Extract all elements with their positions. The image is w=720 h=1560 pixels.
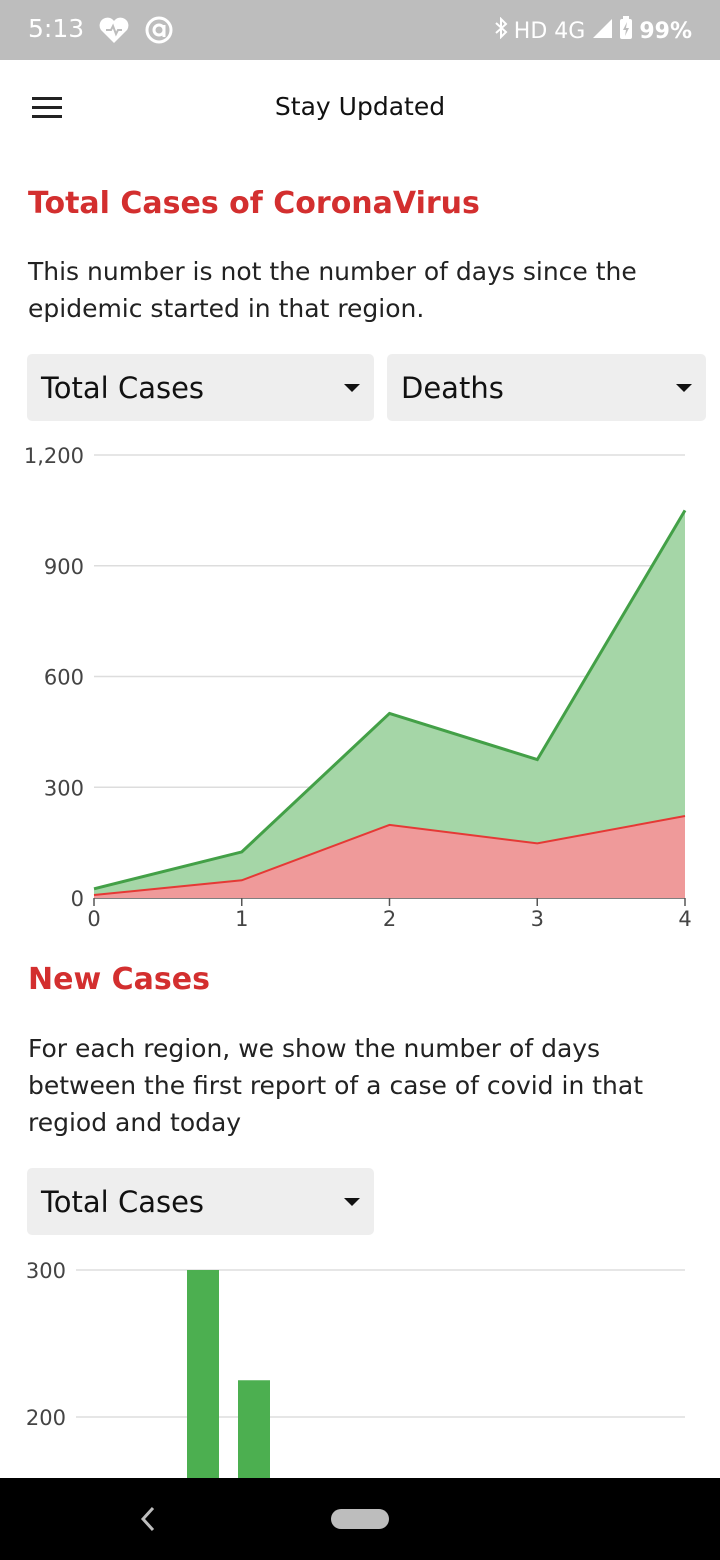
metric-dropdown-left[interactable]: Total Cases — [27, 354, 374, 421]
dropdown-value: Total Cases — [41, 1185, 204, 1219]
battery-icon — [619, 16, 633, 46]
dropdown-value: Total Cases — [41, 371, 204, 405]
page-title: Stay Updated — [0, 92, 720, 121]
y-tick-label: 1,200 — [24, 444, 84, 468]
bar — [187, 1270, 219, 1478]
bar — [238, 1380, 270, 1478]
caret-down-icon — [344, 1198, 360, 1206]
y-tick-label: 600 — [44, 666, 84, 690]
battery-percent: 99% — [639, 19, 692, 44]
caret-down-icon — [676, 384, 692, 392]
status-bar: 5:13 HD 4G 99% — [0, 0, 720, 60]
dropdown-value: Deaths — [401, 371, 504, 405]
x-tick-label: 4 — [678, 907, 691, 931]
total-cases-heading: Total Cases of CoronaVirus — [28, 186, 480, 221]
signal-icon — [591, 17, 613, 45]
x-tick-label: 1 — [235, 907, 248, 931]
y-tick-label: 300 — [44, 776, 84, 800]
app-bar: Stay Updated — [0, 60, 720, 156]
new-cases-heading: New Cases — [28, 962, 210, 997]
new-cases-bar-chart: 200 300 — [0, 1250, 720, 1478]
y-tick-label: 0 — [71, 887, 84, 911]
new-cases-dropdown[interactable]: Total Cases — [27, 1168, 374, 1235]
status-time: 5:13 — [28, 14, 84, 43]
x-tick-label: 2 — [383, 907, 396, 931]
x-tick-label: 0 — [87, 907, 100, 931]
y-tick-label: 900 — [44, 555, 84, 579]
metric-dropdown-right[interactable]: Deaths — [387, 354, 706, 421]
caret-down-icon — [344, 384, 360, 392]
health-heart-icon — [98, 15, 130, 49]
system-nav-bar — [0, 1478, 720, 1560]
home-pill-button[interactable] — [331, 1509, 389, 1529]
bluetooth-icon — [494, 17, 508, 45]
back-icon[interactable] — [134, 1502, 164, 1536]
network-label: HD 4G — [514, 19, 586, 44]
total-cases-description: This number is not the number of days si… — [28, 253, 688, 327]
y-tick-label: 300 — [26, 1259, 66, 1283]
new-cases-description: For each region, we show the number of d… — [28, 1030, 688, 1141]
y-tick-label: 200 — [26, 1406, 66, 1430]
total-cases-area-chart: 0 300 600 900 1,200 0 1 2 3 4 — [0, 440, 720, 940]
x-tick-label: 3 — [531, 907, 544, 931]
at-sign-icon — [144, 15, 174, 49]
